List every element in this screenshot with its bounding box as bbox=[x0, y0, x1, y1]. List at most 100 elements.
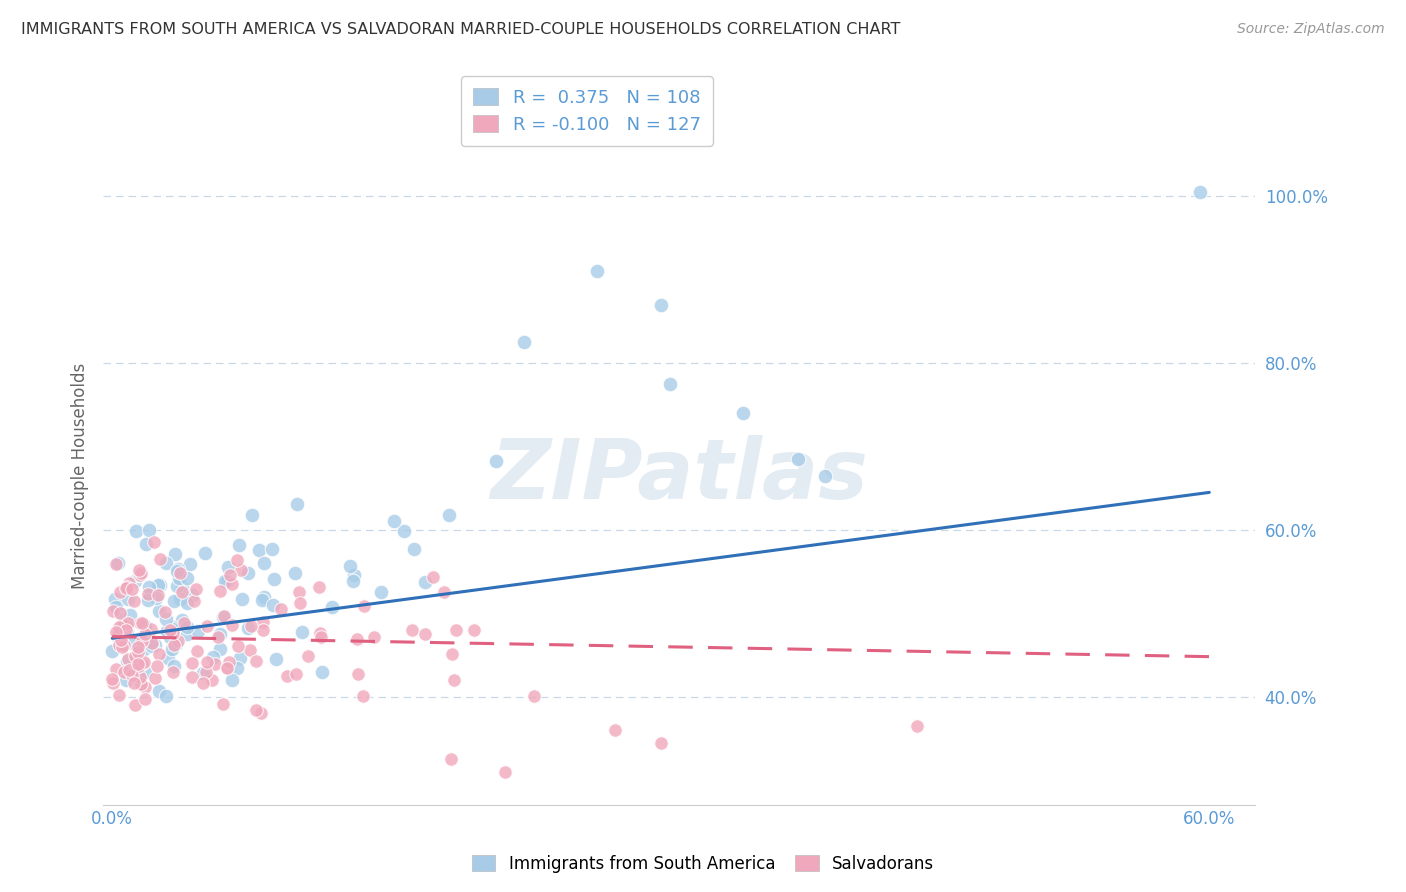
Point bbox=[136, 593, 159, 607]
Point bbox=[382, 515, 405, 529]
Point bbox=[262, 598, 284, 612]
Point bbox=[112, 665, 135, 680]
Point bbox=[159, 624, 181, 638]
Point bbox=[111, 618, 134, 632]
Point bbox=[170, 580, 193, 594]
Point bbox=[180, 656, 202, 670]
Point bbox=[127, 640, 149, 654]
Point bbox=[143, 671, 166, 685]
Point bbox=[212, 610, 235, 624]
Point bbox=[134, 680, 156, 694]
Y-axis label: Married-couple Households: Married-couple Households bbox=[72, 363, 89, 589]
Point bbox=[179, 557, 201, 571]
Point bbox=[117, 591, 139, 606]
Point bbox=[120, 608, 142, 623]
Point bbox=[311, 665, 333, 679]
Point bbox=[108, 632, 131, 646]
Point bbox=[262, 541, 284, 556]
Point bbox=[108, 627, 131, 641]
Point bbox=[121, 582, 143, 596]
Point bbox=[145, 591, 167, 606]
Point bbox=[124, 648, 146, 663]
Point bbox=[422, 570, 444, 584]
Point bbox=[193, 676, 215, 690]
Point bbox=[127, 659, 149, 673]
Text: ZIPatlas: ZIPatlas bbox=[491, 435, 868, 516]
Point bbox=[463, 624, 485, 638]
Point bbox=[121, 636, 143, 650]
Point bbox=[134, 627, 156, 641]
Point bbox=[439, 752, 461, 766]
Point bbox=[217, 559, 239, 574]
Point bbox=[288, 585, 311, 599]
Point bbox=[181, 588, 204, 602]
Point bbox=[176, 626, 198, 640]
Point bbox=[238, 621, 260, 635]
Point bbox=[101, 644, 124, 658]
Point bbox=[122, 593, 145, 607]
Point bbox=[415, 627, 437, 641]
Point bbox=[146, 578, 169, 592]
Point bbox=[104, 624, 127, 639]
Point bbox=[444, 623, 467, 637]
Point bbox=[204, 657, 226, 671]
Point bbox=[226, 553, 249, 567]
Point bbox=[787, 452, 810, 467]
Point bbox=[136, 587, 159, 601]
Point bbox=[146, 659, 169, 673]
Point bbox=[104, 557, 127, 571]
Point bbox=[108, 638, 131, 652]
Point bbox=[110, 640, 132, 654]
Point bbox=[104, 662, 127, 676]
Point bbox=[443, 673, 465, 688]
Point bbox=[228, 538, 250, 552]
Point bbox=[159, 630, 181, 644]
Point bbox=[128, 568, 150, 582]
Point bbox=[157, 650, 180, 665]
Point bbox=[193, 546, 215, 560]
Point bbox=[148, 684, 170, 698]
Legend: Immigrants from South America, Salvadorans: Immigrants from South America, Salvadora… bbox=[465, 848, 941, 880]
Point bbox=[108, 585, 131, 599]
Point bbox=[132, 642, 155, 657]
Point bbox=[110, 606, 132, 620]
Point bbox=[215, 660, 238, 674]
Point bbox=[343, 568, 366, 582]
Point bbox=[229, 651, 252, 665]
Point bbox=[117, 652, 139, 666]
Point bbox=[121, 668, 143, 682]
Point bbox=[115, 580, 138, 594]
Point bbox=[117, 616, 139, 631]
Point bbox=[132, 655, 155, 669]
Point bbox=[115, 653, 138, 667]
Point bbox=[124, 698, 146, 712]
Point bbox=[208, 642, 231, 657]
Point bbox=[155, 556, 177, 570]
Point bbox=[129, 615, 152, 630]
Point bbox=[160, 641, 183, 656]
Point bbox=[252, 593, 274, 607]
Point bbox=[155, 689, 177, 703]
Point bbox=[287, 497, 309, 511]
Point bbox=[231, 592, 253, 607]
Point bbox=[148, 604, 170, 618]
Point bbox=[184, 582, 207, 596]
Point bbox=[115, 673, 138, 688]
Point bbox=[650, 298, 672, 312]
Point bbox=[181, 670, 204, 684]
Point bbox=[250, 706, 273, 721]
Point bbox=[139, 623, 162, 637]
Point bbox=[309, 630, 332, 644]
Point bbox=[238, 566, 260, 581]
Point bbox=[169, 566, 191, 581]
Point bbox=[523, 689, 546, 703]
Point bbox=[263, 572, 285, 586]
Point bbox=[353, 599, 375, 613]
Point bbox=[166, 565, 188, 579]
Point bbox=[167, 634, 190, 648]
Point bbox=[141, 635, 163, 649]
Point bbox=[101, 672, 124, 686]
Point bbox=[128, 563, 150, 577]
Point bbox=[138, 580, 160, 594]
Point bbox=[392, 524, 415, 538]
